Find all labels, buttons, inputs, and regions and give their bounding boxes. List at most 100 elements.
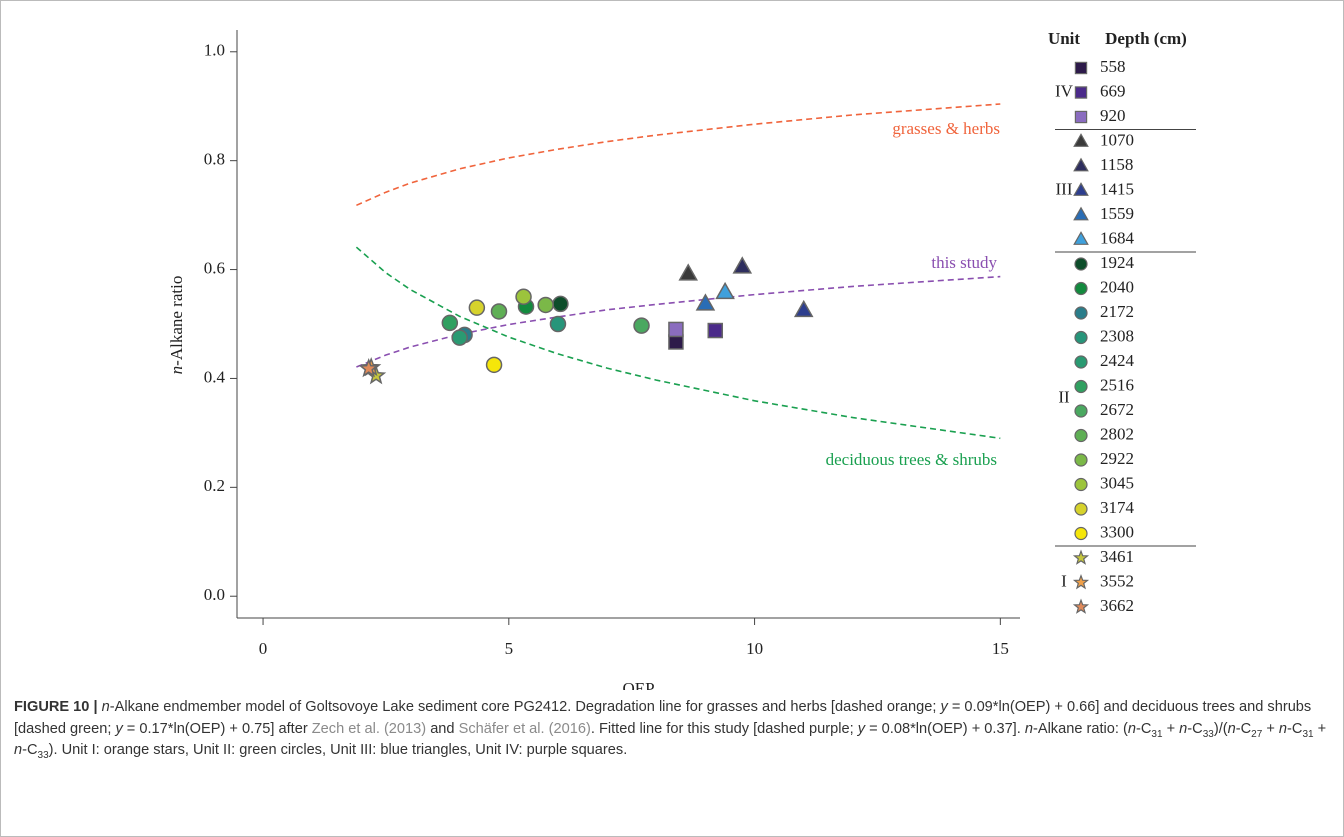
caption-text: = 0.09*ln(OEP) + 0.66] and deciduous tre… — [14, 699, 1312, 737]
data-point — [678, 263, 699, 281]
caption-text: + — [1313, 720, 1327, 737]
legend-label: 3300 — [1100, 522, 1134, 541]
y-tick-label: 0.0 — [204, 585, 225, 604]
caption-text: n — [101, 699, 110, 715]
x-tick-label: 5 — [505, 639, 514, 658]
legend-marker — [1073, 182, 1089, 196]
data-point — [695, 293, 716, 311]
data-point — [490, 303, 508, 320]
legend-label: 2040 — [1100, 277, 1134, 296]
legend-marker — [1074, 477, 1088, 492]
legend-label: 920 — [1100, 106, 1126, 125]
legend-label: 1415 — [1100, 179, 1134, 198]
legend-marker — [1074, 355, 1088, 369]
caption-text: 31 — [1302, 728, 1314, 740]
y-tick-label: 0.6 — [204, 258, 225, 277]
y-axis-label: n-Alkane ratio — [167, 276, 186, 375]
legend-label: 2308 — [1100, 326, 1134, 345]
legend-marker — [1072, 598, 1090, 614]
caption-text: Zech et al. (2013) — [311, 720, 427, 737]
curve — [355, 246, 1001, 440]
caption-text: n — [1227, 720, 1236, 737]
curve-label: grasses & herbs — [892, 119, 1000, 138]
caption-text: -C — [1187, 720, 1203, 737]
curve — [356, 103, 1001, 207]
x-tick-label: 0 — [259, 639, 268, 658]
legend-header: Unit — [1048, 29, 1080, 48]
legend-label: 3174 — [1100, 498, 1135, 517]
y-tick-label: 1.0 — [204, 41, 225, 60]
caption-text: 33 — [1202, 728, 1214, 740]
caption-text: -C — [1235, 720, 1252, 737]
unit-label: IV — [1055, 81, 1074, 100]
caption-text: -C — [1136, 720, 1152, 737]
legend-label: 2802 — [1100, 424, 1134, 443]
caption-text: 33 — [37, 750, 49, 762]
legend-marker — [1074, 281, 1088, 296]
data-point — [732, 256, 753, 274]
legend-marker — [1074, 404, 1088, 418]
unit-label: II — [1058, 388, 1070, 407]
x-tick-label: 15 — [992, 639, 1009, 658]
legend-label: 3045 — [1100, 473, 1134, 492]
legend-marker — [1073, 157, 1089, 172]
curve-label: this study — [931, 253, 997, 272]
legend-marker — [1074, 428, 1088, 443]
legend-label: 3461 — [1100, 547, 1134, 566]
caption-text: -C — [22, 742, 38, 759]
data-point — [515, 288, 532, 306]
y-axis-label-part: n — [167, 366, 186, 375]
legend-label: 2516 — [1100, 375, 1134, 394]
caption-text: FIGURE 10 | — [14, 699, 102, 715]
data-point — [633, 317, 650, 334]
data-point — [537, 296, 554, 314]
x-tick-label: 10 — [746, 639, 763, 658]
caption-text: -Alkane ratio: ( — [1032, 720, 1128, 737]
legend-label: 669 — [1100, 81, 1126, 100]
curve-label: deciduous trees & shrubs — [826, 450, 997, 469]
legend-marker — [1074, 306, 1088, 320]
caption-text: 27 — [1251, 728, 1263, 740]
legend-marker — [1074, 379, 1088, 394]
caption-text: n — [1024, 720, 1033, 737]
caption-text: )/( — [1213, 720, 1228, 737]
data-point — [793, 299, 814, 318]
caption-text: n — [14, 742, 23, 759]
caption-text: 31 — [1151, 728, 1163, 740]
legend-label: 3662 — [1100, 596, 1134, 615]
caption-text: -C — [1287, 720, 1303, 737]
data-point — [441, 314, 459, 332]
legend-marker — [1074, 257, 1088, 271]
caption-text: n — [1179, 720, 1188, 737]
legend-marker — [1074, 330, 1088, 345]
caption-text: + — [1162, 720, 1180, 737]
data-point — [485, 356, 503, 374]
legend-label: 1559 — [1100, 204, 1134, 223]
caption-text: and — [426, 720, 459, 737]
caption-text: y — [940, 699, 948, 715]
legend-marker — [1074, 61, 1088, 75]
data-point — [468, 299, 486, 316]
caption: FIGURE 10 | n-Alkane endmember model of … — [14, 697, 1332, 762]
data-point — [707, 322, 724, 339]
legend-label: 2424 — [1100, 351, 1135, 370]
chart: 0.0 0.2 0.4 0.6 0.8 1.0 0 5 10 15 OEP n-Alkane rati… — [167, 29, 1196, 690]
caption-text: . Fitted line for this study [dashed pur… — [590, 720, 858, 737]
legend-marker — [1072, 573, 1090, 590]
legend-marker — [1073, 231, 1089, 245]
legend-label: 1684 — [1100, 228, 1135, 247]
data-point — [549, 315, 567, 333]
legend-marker — [1074, 453, 1088, 467]
legend-label: 558 — [1100, 57, 1126, 76]
unit-label: I — [1061, 571, 1067, 590]
legend-header: Depth (cm) — [1105, 29, 1187, 48]
legend-marker — [1073, 206, 1089, 221]
data-point — [358, 357, 379, 378]
y-axis-label-part: -Alkane ratio — [167, 276, 186, 366]
caption-text: -Alkane endmember model of Goltsovoye La… — [109, 699, 941, 715]
caption-text: Schäfer et al. (2016) — [458, 720, 591, 737]
legend-label: 2672 — [1100, 400, 1134, 419]
y-tick-label: 0.2 — [204, 476, 225, 495]
legend-marker — [1073, 133, 1089, 147]
